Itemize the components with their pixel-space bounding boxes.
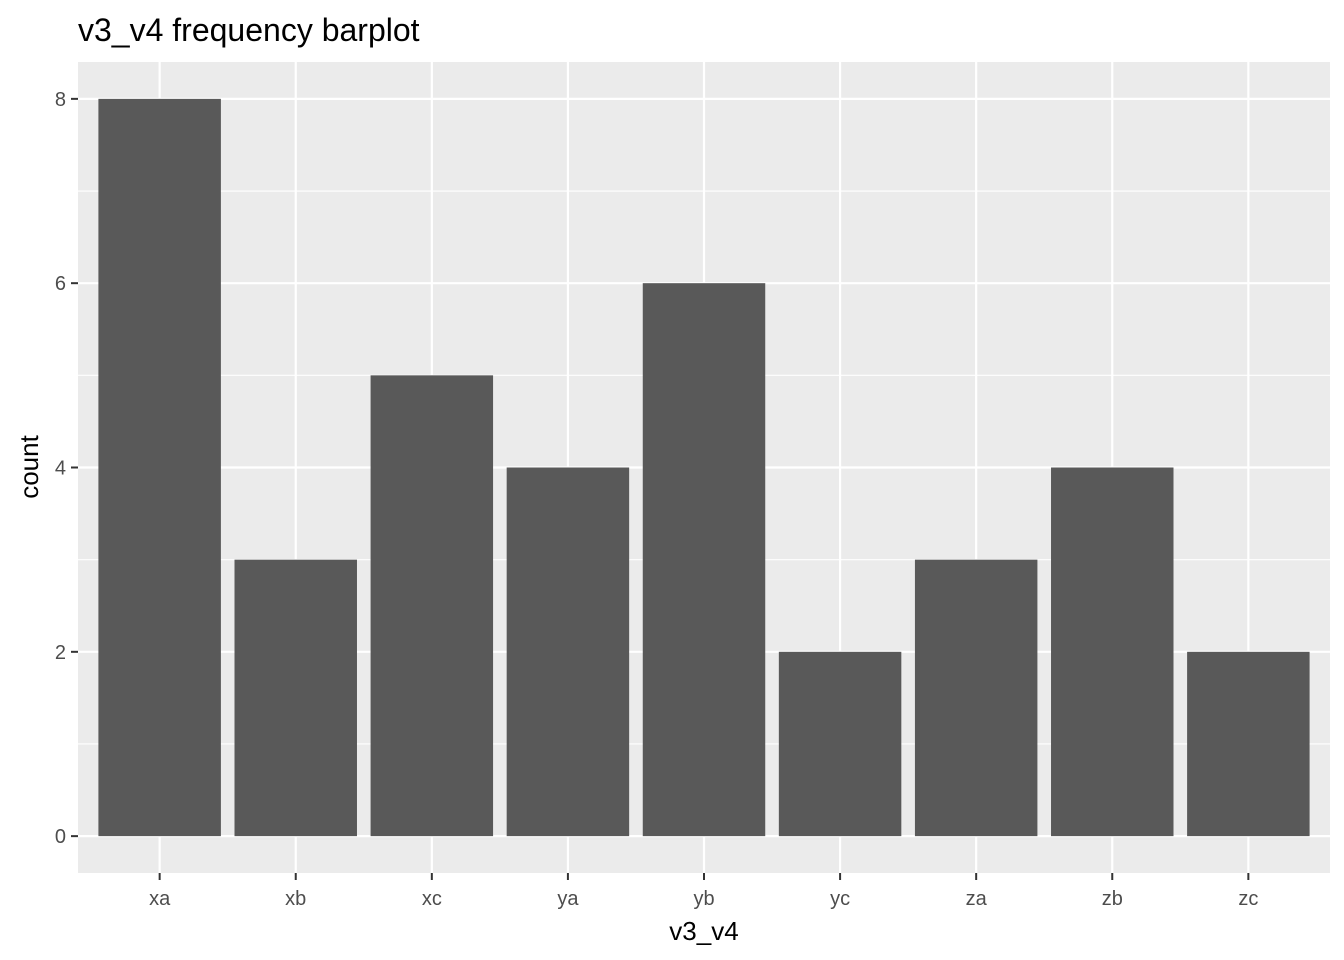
x-tick-label: xa xyxy=(149,888,171,910)
y-tick-label: 2 xyxy=(55,642,66,664)
bar-zc xyxy=(1187,651,1310,837)
chart-title: v3_v4 frequency barplot xyxy=(78,12,420,48)
y-tick-label: 4 xyxy=(55,458,66,480)
x-tick-label: xc xyxy=(422,888,442,910)
x-axis-ticks: xa xb xc ya yb yc za zb zc xyxy=(149,873,1258,910)
x-axis-title: v3_v4 xyxy=(669,916,738,946)
y-tick-label: 6 xyxy=(55,273,66,295)
x-tick-label: yb xyxy=(693,888,714,910)
x-tick-label: zb xyxy=(1102,888,1123,910)
x-tick-label: ya xyxy=(557,888,579,910)
bar-xc xyxy=(370,375,494,837)
bars xyxy=(98,98,1310,837)
x-tick-label: zc xyxy=(1238,888,1258,910)
y-axis-ticks: 0 2 4 6 8 xyxy=(55,89,78,848)
x-tick-label: yc xyxy=(830,888,850,910)
bar-xb xyxy=(234,559,357,837)
y-axis-title: count xyxy=(14,434,44,498)
x-tick-label: xb xyxy=(285,888,306,910)
bar-ya xyxy=(506,467,630,837)
bar-xa xyxy=(98,98,221,837)
bar-za xyxy=(914,559,1038,837)
x-tick-label: za xyxy=(966,888,988,910)
bar-yb xyxy=(642,283,766,837)
bar-yc xyxy=(778,651,902,837)
bar-zb xyxy=(1051,467,1174,837)
y-tick-label: 8 xyxy=(55,89,66,111)
y-tick-label: 0 xyxy=(55,826,66,848)
